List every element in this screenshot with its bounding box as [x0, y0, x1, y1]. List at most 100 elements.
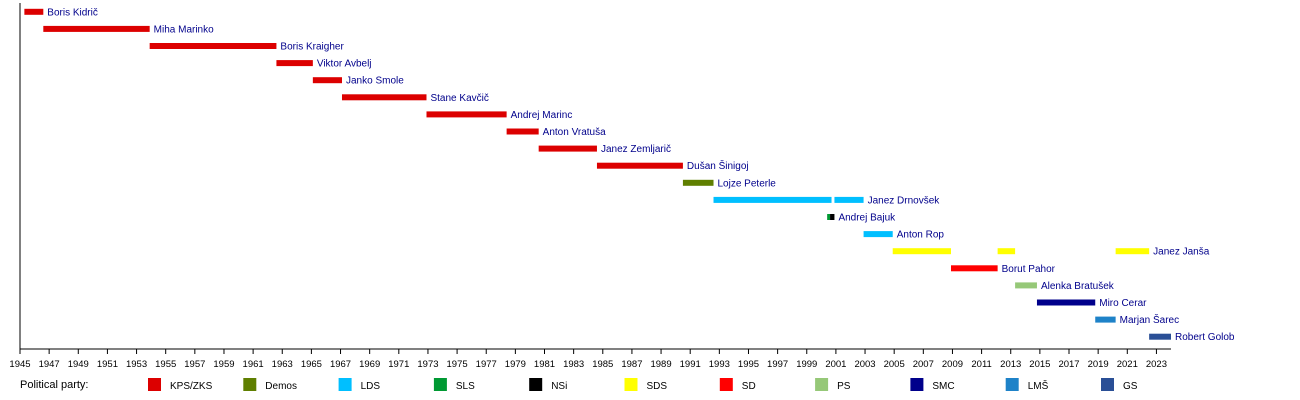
- legend-swatch: [910, 378, 924, 391]
- legend-swatch: [148, 378, 161, 391]
- term-bar: [1149, 333, 1171, 340]
- x-tick-label: 2001: [825, 359, 846, 370]
- leader-name-label: Dušan Šinigoj: [687, 159, 749, 172]
- leader-name-label: Viktor Avbelj: [317, 59, 372, 70]
- leader-name-label: Stane Kavčič: [430, 93, 488, 104]
- term-bar: [834, 196, 864, 203]
- term-bar: [1015, 282, 1037, 289]
- leader-name-label: Anton Vratuša: [543, 127, 606, 138]
- legend-swatch: [338, 378, 352, 391]
- leader-name-label: Borut Pahor: [1002, 264, 1056, 275]
- legend-label: SLS: [456, 381, 475, 392]
- x-tick-label: 1961: [243, 359, 264, 370]
- x-tick-label: 2021: [1117, 359, 1138, 370]
- legend: Political party: KPS/ZKS Demos LDS SLS NSi SD…: [20, 378, 1138, 392]
- legend-label: KPS/ZKS: [170, 381, 213, 392]
- x-tick-label: 1985: [592, 359, 613, 370]
- x-tick-label: 1991: [680, 359, 701, 370]
- x-tick-label: 1973: [417, 359, 438, 370]
- axes: [19, 3, 1171, 350]
- term-bar: [713, 196, 832, 203]
- leader-name-label: Boris Kraigher: [280, 42, 344, 53]
- leader-name-label: Janko Smole: [346, 76, 404, 87]
- x-tick-label: 2023: [1146, 359, 1167, 370]
- x-tick-label: 1983: [563, 359, 584, 370]
- legend-label: GS: [1123, 381, 1138, 392]
- leader-name-label: Marjan Šarec: [1120, 313, 1179, 326]
- leader-name-label: Janez Janša: [1153, 247, 1210, 258]
- legend-label: NSi: [551, 381, 567, 392]
- x-axis-ticks-group: 1945 1947 1949 1951 1953 1955 1957 1959 1961 1963…: [9, 349, 1167, 370]
- x-tick-label: 1997: [767, 359, 788, 370]
- term-bar: [1095, 316, 1116, 323]
- x-tick-label: 1965: [301, 359, 322, 370]
- x-tick-label: 1947: [39, 359, 60, 370]
- x-tick-label: 2007: [913, 359, 934, 370]
- leader-name-label: Andrej Bajuk: [838, 213, 896, 224]
- legend-swatch: [719, 378, 733, 391]
- legend-swatch: [433, 378, 447, 391]
- leader-name-label: Lojze Peterle: [718, 178, 777, 189]
- legend-swatch: [1005, 378, 1019, 391]
- legend-swatch: [624, 378, 638, 391]
- legend-label: SDS: [647, 381, 668, 392]
- term-bar: [426, 111, 507, 118]
- leader-name-label: Janez Drnovšek: [868, 195, 941, 206]
- term-bar: [1036, 299, 1096, 306]
- x-tick-label: 2015: [1029, 359, 1050, 370]
- legend-swatch: [243, 378, 257, 391]
- x-tick-label: 1987: [621, 359, 642, 370]
- term-bar: [506, 128, 539, 135]
- x-tick-label: 1945: [9, 359, 30, 370]
- x-tick-label: 1963: [272, 359, 293, 370]
- x-tick-label: 1949: [68, 359, 89, 370]
- legend-swatch: [529, 378, 543, 391]
- x-tick-label: 1951: [97, 359, 118, 370]
- legend-label: SMC: [932, 381, 954, 392]
- term-bar: [538, 145, 597, 152]
- x-tick-label: 2005: [884, 359, 905, 370]
- term-bar: [276, 60, 313, 67]
- x-tick-label: 1999: [796, 359, 817, 370]
- x-tick-label: 2013: [1000, 359, 1021, 370]
- leader-name-label: Janez Zemljarič: [601, 144, 671, 155]
- x-tick-label: 1975: [447, 359, 468, 370]
- x-tick-label: 2003: [854, 359, 875, 370]
- x-tick-label: 1959: [213, 359, 234, 370]
- term-bar: [682, 179, 714, 186]
- x-tick-label: 1995: [738, 359, 759, 370]
- name-labels-group: Boris Kidrič Miha Marinko Boris Kraigher Vi…: [47, 7, 1235, 343]
- legend-title: Political party:: [20, 379, 88, 391]
- term-bar: [1115, 248, 1150, 255]
- legend-swatch: [1101, 378, 1114, 391]
- term-bar: [149, 43, 277, 49]
- x-tick-label: 2011: [971, 359, 991, 370]
- leader-name-label: Miha Marinko: [154, 24, 214, 35]
- x-tick-label: 1971: [388, 359, 409, 370]
- legend-label: SD: [742, 381, 756, 392]
- term-bar: [892, 248, 951, 255]
- term-bar: [827, 214, 831, 220]
- leader-name-label: Robert Golob: [1175, 332, 1235, 343]
- leader-name-label: Anton Rop: [897, 230, 945, 241]
- x-tick-label: 2019: [1088, 359, 1109, 370]
- term-bar: [950, 265, 998, 272]
- x-tick-label: 1977: [476, 359, 497, 370]
- x-tick-label: 1993: [709, 359, 730, 370]
- x-tick-label: 2009: [942, 359, 963, 370]
- term-bar: [24, 8, 44, 15]
- term-bar: [997, 248, 1016, 255]
- x-tick-label: 1967: [330, 359, 351, 370]
- term-bar: [596, 162, 683, 169]
- term-bar: [341, 94, 427, 101]
- leader-name-label: Andrej Marinc: [511, 110, 573, 121]
- leader-name-label: Miro Cerar: [1099, 298, 1147, 309]
- x-tick-label: 1989: [650, 359, 671, 370]
- term-bar: [830, 214, 835, 220]
- x-tick-label: 2017: [1058, 359, 1079, 370]
- leader-name-label: Alenka Bratušek: [1041, 281, 1115, 292]
- term-bar: [43, 25, 150, 32]
- legend-label: LDS: [361, 381, 381, 392]
- x-tick-label: 1955: [155, 359, 176, 370]
